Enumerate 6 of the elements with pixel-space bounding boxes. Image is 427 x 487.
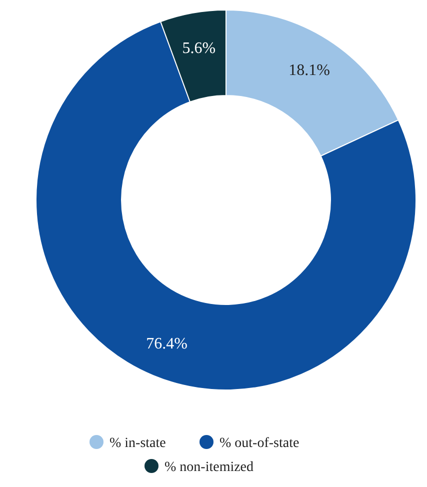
legend-label: % non-itemized bbox=[164, 460, 254, 475]
legend-label: % out-of-state bbox=[220, 436, 300, 451]
data-label: 18.1% bbox=[288, 62, 330, 80]
legend-label: % in-state bbox=[110, 436, 166, 451]
data-label: 5.6% bbox=[182, 40, 216, 58]
data-label: 76.4% bbox=[146, 336, 188, 353]
